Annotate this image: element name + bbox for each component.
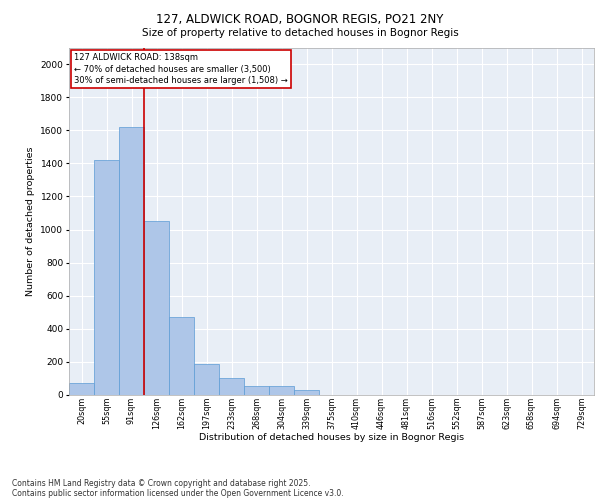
- X-axis label: Distribution of detached houses by size in Bognor Regis: Distribution of detached houses by size …: [199, 433, 464, 442]
- Text: 127 ALDWICK ROAD: 138sqm
← 70% of detached houses are smaller (3,500)
30% of sem: 127 ALDWICK ROAD: 138sqm ← 70% of detach…: [74, 52, 288, 86]
- Text: Size of property relative to detached houses in Bognor Regis: Size of property relative to detached ho…: [142, 28, 458, 38]
- Bar: [244, 386, 269, 395]
- Text: 127, ALDWICK ROAD, BOGNOR REGIS, PO21 2NY: 127, ALDWICK ROAD, BOGNOR REGIS, PO21 2N…: [157, 12, 443, 26]
- Bar: [94, 160, 119, 395]
- Bar: [69, 382, 94, 395]
- Bar: [219, 378, 244, 395]
- Y-axis label: Number of detached properties: Number of detached properties: [26, 146, 35, 296]
- Bar: [269, 386, 294, 395]
- Bar: [294, 390, 319, 395]
- Bar: [194, 364, 219, 395]
- Text: Contains HM Land Registry data © Crown copyright and database right 2025.: Contains HM Land Registry data © Crown c…: [12, 478, 311, 488]
- Bar: [169, 317, 194, 395]
- Text: Contains public sector information licensed under the Open Government Licence v3: Contains public sector information licen…: [12, 488, 344, 498]
- Bar: [144, 221, 169, 395]
- Bar: [119, 127, 144, 395]
